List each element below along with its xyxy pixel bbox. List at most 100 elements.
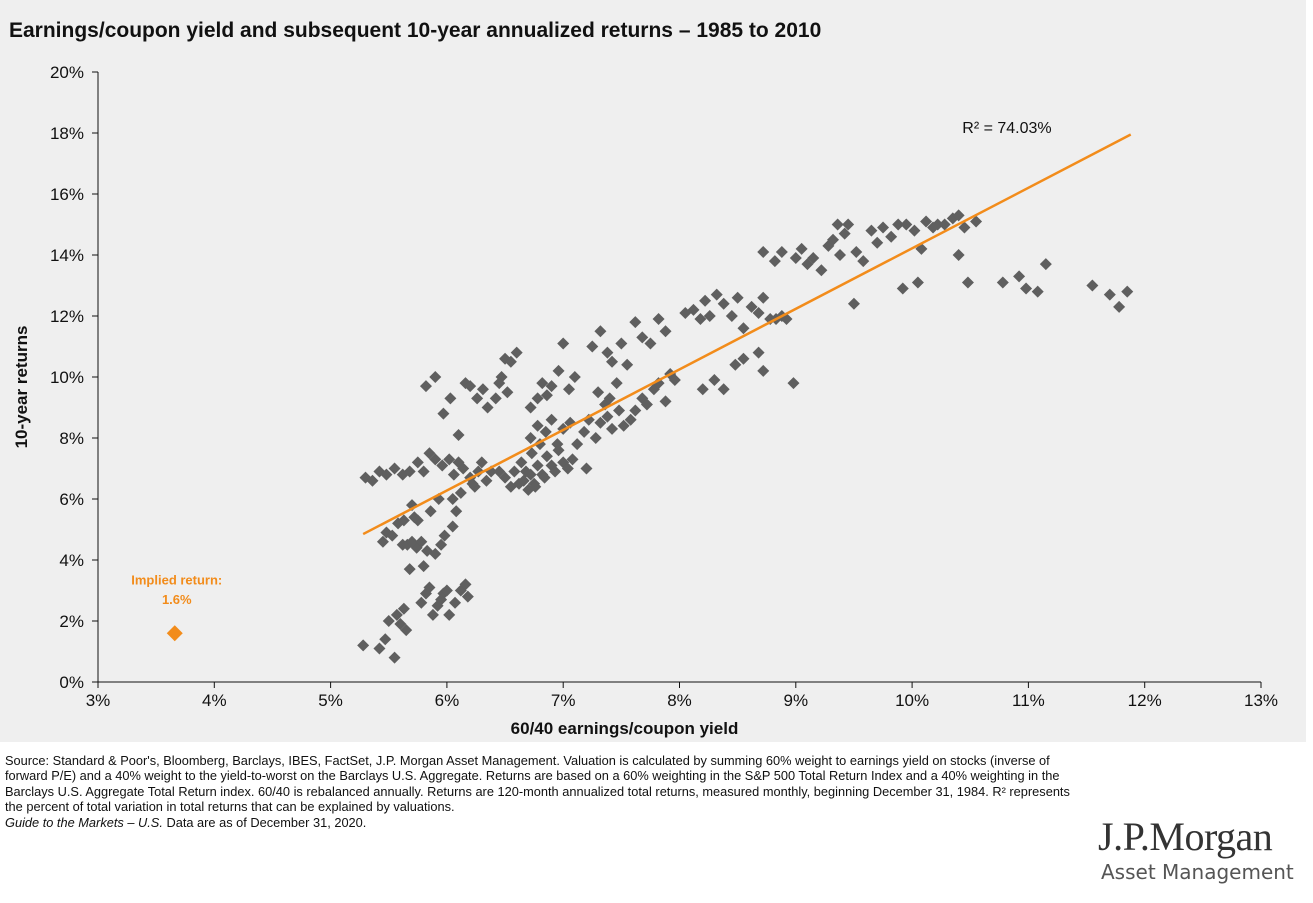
data-point bbox=[592, 386, 605, 399]
data-point bbox=[443, 453, 456, 466]
data-point bbox=[601, 346, 614, 359]
data-point bbox=[452, 428, 465, 441]
data-point bbox=[582, 413, 595, 426]
y-tick-label: 12% bbox=[50, 307, 84, 326]
data-point bbox=[531, 419, 544, 432]
data-point bbox=[850, 245, 863, 258]
data-point bbox=[775, 245, 788, 258]
data-point bbox=[617, 419, 630, 432]
data-point bbox=[752, 346, 765, 359]
data-point bbox=[508, 465, 521, 478]
x-tick-label: 10% bbox=[895, 691, 929, 710]
trendline bbox=[362, 133, 1132, 536]
data-point bbox=[847, 297, 860, 310]
data-point bbox=[406, 535, 419, 548]
data-point bbox=[380, 468, 393, 481]
data-point bbox=[694, 313, 707, 326]
data-point bbox=[996, 276, 1009, 289]
data-point bbox=[900, 218, 913, 231]
x-tick-label: 11% bbox=[1012, 691, 1045, 710]
data-point bbox=[578, 425, 591, 438]
data-point bbox=[373, 642, 386, 655]
data-point bbox=[613, 404, 626, 417]
data-point bbox=[539, 425, 552, 438]
data-point bbox=[557, 337, 570, 350]
data-point bbox=[408, 511, 421, 524]
r-squared-label: R² = 74.03% bbox=[962, 120, 1051, 137]
data-point bbox=[757, 364, 770, 377]
data-point bbox=[717, 297, 730, 310]
data-point bbox=[757, 291, 770, 304]
y-tick-label: 10% bbox=[50, 368, 84, 387]
data-point bbox=[568, 371, 581, 383]
data-point bbox=[457, 462, 470, 475]
data-point bbox=[454, 486, 467, 499]
data-point bbox=[436, 459, 449, 472]
x-tick-label: 9% bbox=[784, 691, 809, 710]
data-point bbox=[443, 608, 456, 621]
data-point bbox=[952, 209, 965, 222]
data-point bbox=[515, 456, 528, 469]
data-point bbox=[911, 276, 924, 289]
data-point bbox=[540, 450, 553, 463]
data-point bbox=[376, 535, 389, 548]
y-tick-label: 4% bbox=[59, 551, 84, 570]
data-point bbox=[603, 392, 616, 405]
data-point bbox=[394, 618, 407, 631]
data-point bbox=[952, 249, 965, 261]
data-point bbox=[729, 358, 742, 371]
data-point bbox=[426, 608, 439, 621]
data-point bbox=[1103, 288, 1116, 301]
data-point bbox=[461, 590, 474, 603]
data-point bbox=[440, 584, 453, 597]
chart-title: Earnings/coupon yield and subsequent 10-… bbox=[9, 19, 822, 42]
data-point bbox=[1031, 285, 1044, 298]
data-point bbox=[429, 547, 442, 560]
data-point bbox=[417, 465, 430, 478]
data-point bbox=[536, 377, 549, 390]
y-tick-label: 18% bbox=[50, 124, 84, 143]
data-point bbox=[594, 416, 607, 429]
data-point bbox=[480, 474, 493, 487]
data-as-of: Data are as of December 31, 2020. bbox=[162, 814, 367, 830]
data-point bbox=[388, 651, 401, 664]
data-point bbox=[737, 322, 750, 335]
data-point bbox=[908, 224, 921, 237]
data-point bbox=[423, 581, 436, 594]
data-point bbox=[524, 401, 537, 414]
footnote: Source: Standard & Poor's, Bloomberg, Ba… bbox=[5, 753, 1080, 830]
data-point bbox=[538, 471, 551, 484]
data-point bbox=[610, 377, 623, 390]
data-point bbox=[403, 563, 416, 576]
data-point bbox=[382, 615, 395, 627]
data-point bbox=[629, 404, 642, 417]
data-point bbox=[827, 233, 840, 246]
data-point bbox=[435, 538, 448, 551]
data-point bbox=[411, 456, 424, 469]
data-point bbox=[1039, 258, 1052, 271]
data-point bbox=[563, 383, 576, 396]
data-point bbox=[687, 303, 700, 316]
y-tick-label: 0% bbox=[59, 673, 84, 692]
implied-return-label: Implied return: bbox=[131, 572, 222, 587]
x-tick-label: 4% bbox=[202, 691, 227, 710]
data-point bbox=[896, 282, 909, 295]
data-point bbox=[958, 221, 971, 234]
data-point bbox=[589, 432, 602, 444]
data-point bbox=[531, 392, 544, 405]
data-point bbox=[438, 529, 451, 542]
chart-panel: Earnings/coupon yield and subsequent 10-… bbox=[0, 0, 1306, 742]
data-point bbox=[415, 596, 428, 609]
data-point bbox=[710, 288, 723, 301]
data-point bbox=[403, 465, 416, 478]
data-point bbox=[551, 438, 564, 451]
data-point bbox=[450, 505, 463, 518]
data-point bbox=[366, 474, 379, 487]
data-point bbox=[725, 310, 738, 322]
data-point bbox=[892, 218, 905, 231]
data-point bbox=[379, 633, 392, 646]
data-point bbox=[519, 465, 532, 478]
data-point bbox=[659, 395, 672, 408]
data-point bbox=[446, 493, 459, 505]
data-point bbox=[545, 413, 558, 426]
